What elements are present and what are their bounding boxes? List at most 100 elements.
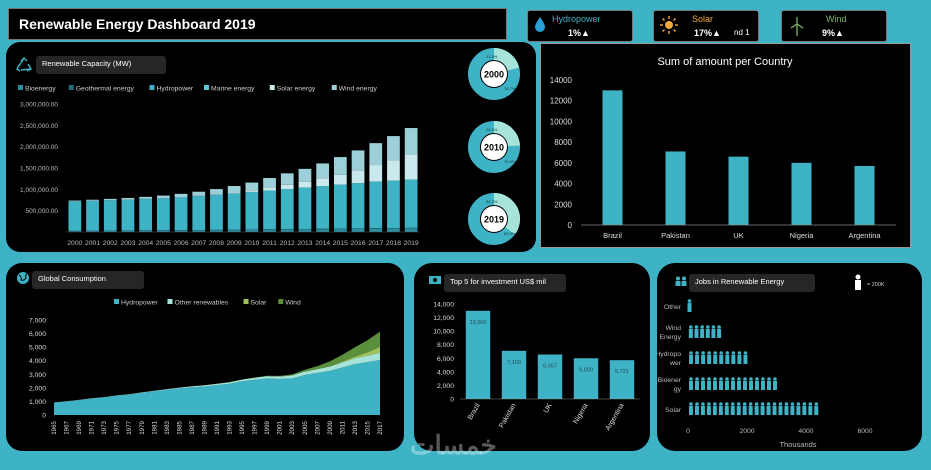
donut-charts: 2000 21.3% 78.7% 2010 24.1% 75.9% 2019 34.7% 65.… bbox=[468, 48, 520, 252]
person-icon bbox=[790, 402, 795, 415]
capacity-bar-segment bbox=[192, 196, 206, 231]
person-icon bbox=[719, 351, 724, 364]
capacity-bar-segment bbox=[387, 228, 400, 232]
investment-data-label: 5,721 bbox=[615, 369, 629, 375]
consumption-legend-swatch bbox=[278, 299, 284, 304]
investment-xtick: Brazil bbox=[467, 402, 482, 421]
capacity-xtick: 2014 bbox=[315, 240, 330, 247]
capacity-bar-segment bbox=[192, 191, 206, 196]
capacity-bar-segment bbox=[210, 230, 223, 232]
person-icon bbox=[711, 325, 716, 338]
consumption-legend-label: Hydropower bbox=[121, 300, 158, 307]
capacity-bar-segment bbox=[298, 229, 312, 232]
capacity-bar-segment bbox=[351, 170, 365, 184]
capacity-xtick: 2006 bbox=[173, 240, 188, 247]
investment-ytick: 12,000 bbox=[433, 315, 454, 322]
capacity-bar-segment bbox=[351, 228, 365, 229]
capacity-bar-segment bbox=[86, 200, 99, 231]
country-bar bbox=[602, 90, 623, 225]
consumption-ytick: 5,000 bbox=[29, 345, 46, 352]
consumption-xtick: 2003 bbox=[289, 420, 296, 434]
consumption-ytick: 0 bbox=[42, 413, 46, 420]
investment-ytick: 2,000 bbox=[437, 383, 454, 390]
investment-xtick: UK bbox=[543, 402, 554, 414]
capacity-ytick: 2,500,000.00 bbox=[20, 123, 58, 130]
capacity-bar-segment bbox=[156, 198, 170, 231]
country-bar bbox=[854, 165, 875, 225]
person-icon bbox=[688, 325, 693, 338]
capacity-legend-label: Solar energy bbox=[277, 86, 316, 93]
capacity-bar-segment bbox=[210, 194, 223, 195]
consumption-legend-swatch bbox=[114, 299, 119, 304]
person-icon bbox=[737, 351, 742, 364]
capacity-bar-segment bbox=[369, 228, 383, 229]
capacity-xtick: 2011 bbox=[262, 240, 277, 247]
kpi-label: Hydropower bbox=[552, 14, 601, 24]
country-xtick: Brazil bbox=[603, 231, 622, 240]
capacity-bar-segment bbox=[387, 160, 400, 181]
capacity-bar-segment bbox=[227, 186, 241, 193]
capacity-bar-segment bbox=[280, 173, 294, 185]
donut-renewable-slice bbox=[468, 48, 520, 100]
capacity-bar-segment bbox=[245, 191, 259, 230]
person-icon bbox=[700, 377, 705, 390]
investment-ytick: 8,000 bbox=[437, 342, 454, 349]
consumption-xtick: 2005 bbox=[302, 420, 309, 434]
person-icon bbox=[707, 351, 712, 364]
country-ytick: 12000 bbox=[550, 97, 573, 106]
person-icon bbox=[724, 402, 729, 415]
consumption-legend-label: Other renewables bbox=[175, 300, 229, 307]
capacity-legend-label: Marine energy bbox=[211, 86, 255, 93]
capacity-bar-segment bbox=[351, 228, 365, 232]
capacity-bar-segment bbox=[369, 165, 383, 182]
capacity-panel: Renewable Capacity (MW) Bioenergy Geother… bbox=[6, 42, 536, 252]
consumption-xtick: 2011 bbox=[339, 420, 346, 434]
person-icon bbox=[742, 402, 747, 415]
country-xtick: UK bbox=[733, 231, 743, 240]
donut-renewable-slice bbox=[468, 193, 520, 245]
consumption-xtick: 1999 bbox=[264, 420, 271, 434]
person-icon bbox=[736, 377, 741, 390]
capacity-legend-label: Hydropower bbox=[157, 86, 194, 93]
capacity-bar-segment bbox=[210, 194, 223, 230]
country-chart: Sum of amount per Country 0 2000 4000 6000 80… bbox=[550, 56, 896, 240]
country-ytick: 8000 bbox=[554, 138, 572, 147]
person-icon bbox=[748, 402, 753, 415]
person-icon bbox=[754, 377, 759, 390]
capacity-xtick: 2012 bbox=[280, 240, 295, 247]
jobs-category-label: Wind bbox=[666, 325, 682, 332]
capacity-ytick: 2,000,000.00 bbox=[20, 144, 58, 151]
capacity-xtick: 2003 bbox=[120, 240, 135, 247]
consumption-area-0 bbox=[54, 360, 380, 415]
capacity-bar-segment bbox=[333, 184, 347, 229]
country-bar bbox=[791, 162, 812, 225]
capacity-bar-segment bbox=[298, 181, 312, 188]
investment-ytick: 6,000 bbox=[437, 356, 454, 363]
person-icon bbox=[694, 377, 699, 390]
jobs-category-label: wer bbox=[669, 360, 682, 367]
consumption-xtick: 2009 bbox=[327, 420, 334, 434]
capacity-bar-segment bbox=[245, 229, 259, 232]
capacity-bar-segment bbox=[333, 228, 347, 230]
jobs-xtick: 2000 bbox=[739, 428, 754, 435]
kpi-overlap-text: nd 1 bbox=[734, 28, 750, 37]
capacity-bar-segment bbox=[68, 231, 82, 232]
capacity-bar-segment bbox=[245, 190, 259, 192]
country-ytick: 2000 bbox=[554, 200, 572, 209]
person-icon bbox=[688, 402, 693, 415]
capacity-xtick: 2009 bbox=[227, 240, 242, 247]
person-icon bbox=[713, 351, 718, 364]
capacity-legend-swatch bbox=[269, 85, 275, 90]
capacity-xtick: 2001 bbox=[85, 240, 100, 247]
consumption-ytick: 7,000 bbox=[29, 318, 46, 325]
consumption-ytick: 4,000 bbox=[29, 358, 46, 365]
person-icon bbox=[695, 351, 700, 364]
investment-bar bbox=[573, 358, 599, 399]
capacity-bar-segment bbox=[369, 181, 383, 229]
capacity-xtick: 2013 bbox=[297, 240, 312, 247]
capacity-bar-segment bbox=[351, 150, 365, 171]
donut-year: 2019 bbox=[484, 215, 504, 225]
jobs-category-label: Hydropo bbox=[657, 351, 681, 358]
person-icon bbox=[706, 377, 711, 390]
country-ytick: 10000 bbox=[550, 117, 573, 126]
